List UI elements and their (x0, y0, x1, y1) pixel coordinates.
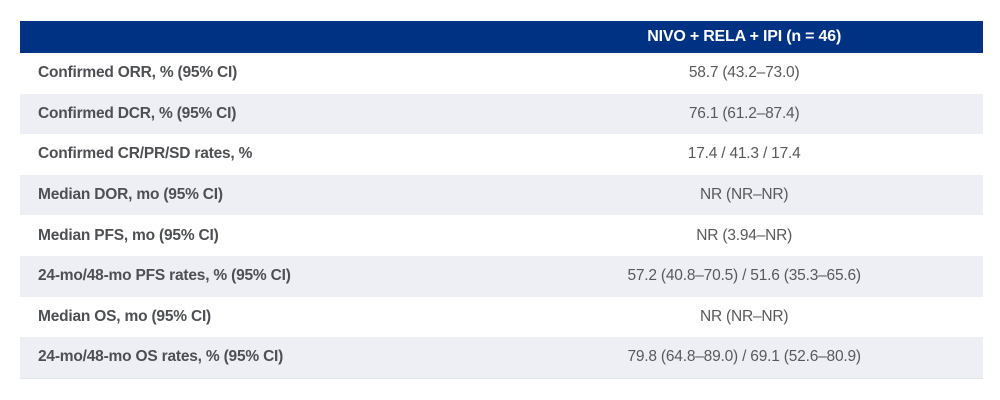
table-row: Median DOR, mo (95% CI) NR (NR–NR) (20, 174, 983, 216)
row-label: Median OS, mo (95% CI) (38, 307, 212, 325)
row-value: 17.4 / 41.3 / 17.4 (687, 145, 801, 163)
table-row: Median OS, mo (95% CI) NR (NR–NR) (20, 296, 983, 338)
row-value: NR (3.94–NR) (696, 226, 793, 244)
header-column-title: NIVO + RELA + IPI (n = 46) (647, 28, 842, 45)
row-label: Confirmed ORR, % (95% CI) (38, 64, 238, 82)
table-row: Confirmed CR/PR/SD rates, % 17.4 / 41.3 … (20, 134, 983, 175)
row-value: 76.1 (61.2–87.4) (688, 104, 800, 122)
row-value: 58.7 (43.2–73.0) (688, 64, 800, 82)
row-value: 79.8 (64.8–89.0) / 69.1 (52.6–80.9) (627, 348, 861, 366)
results-table: NIVO + RELA + IPI (n = 46) Confirmed ORR… (20, 21, 983, 379)
table-row: Confirmed ORR, % (95% CI) 58.7 (43.2–73.… (20, 53, 983, 94)
row-label: Confirmed CR/PR/SD rates, % (38, 145, 253, 163)
row-label: Median DOR, mo (95% CI) (38, 186, 223, 204)
table-header-row: NIVO + RELA + IPI (n = 46) (20, 21, 983, 53)
row-label: Confirmed DCR, % (95% CI) (38, 104, 237, 122)
table-row: Confirmed DCR, % (95% CI) 76.1 (61.2–87.… (20, 93, 983, 135)
row-value: NR (NR–NR) (699, 186, 789, 204)
row-label: 24-mo/48-mo OS rates, % (95% CI) (38, 348, 284, 366)
header-label-spacer (20, 21, 505, 53)
row-value: NR (NR–NR) (699, 307, 789, 325)
table-row: 24-mo/48-mo PFS rates, % (95% CI) 57.2 (… (20, 255, 983, 297)
table-row: Median PFS, mo (95% CI) NR (3.94–NR) (20, 215, 983, 256)
row-label: Median PFS, mo (95% CI) (38, 226, 219, 244)
row-value: 57.2 (40.8–70.5) / 51.6 (35.3–65.6) (627, 267, 861, 285)
table-row: 24-mo/48-mo OS rates, % (95% CI) 79.8 (6… (20, 337, 983, 378)
row-label: 24-mo/48-mo PFS rates, % (95% CI) (38, 267, 291, 285)
